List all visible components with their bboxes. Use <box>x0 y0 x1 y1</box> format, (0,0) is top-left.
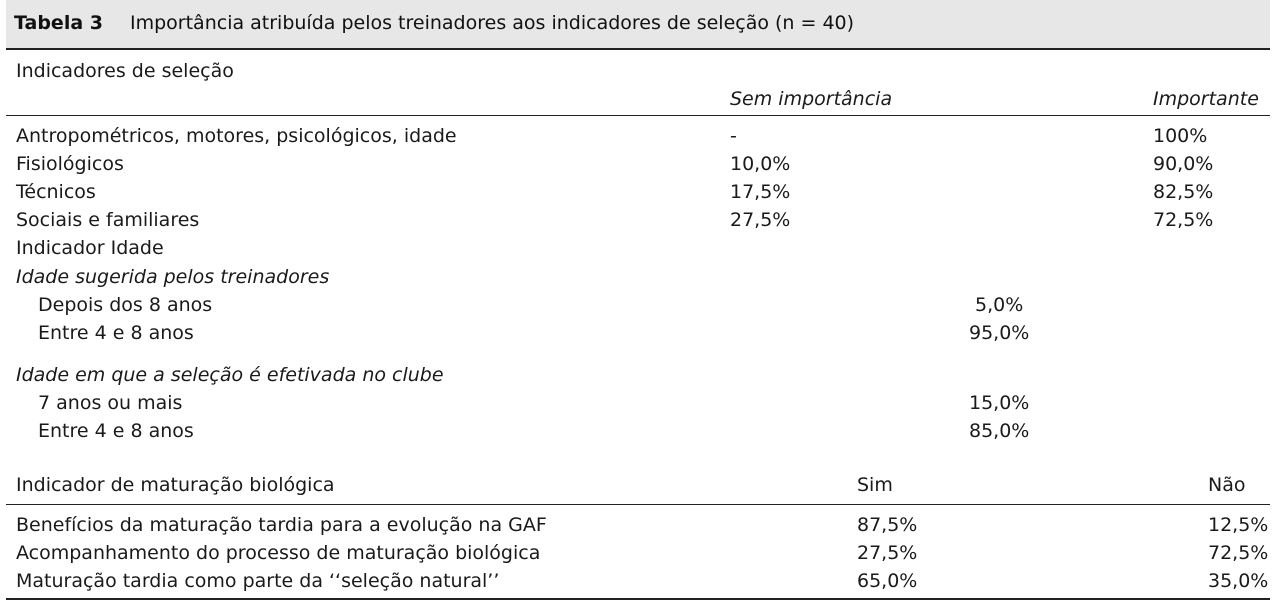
age-club-heading: Idade em que a seleção é efetivada no cl… <box>16 364 444 386</box>
selection-row-label: Fisiológicos <box>16 153 124 175</box>
selection-row-sem-importancia: 10,0% <box>730 153 791 175</box>
selection-row-importante: 72,5% <box>1153 209 1214 231</box>
selection-row-sem-importancia: - <box>730 125 737 147</box>
col-header-importante: Importante <box>1153 88 1259 110</box>
age-club-row-value: 15,0% <box>969 392 1030 414</box>
age-suggested-row-label: Entre 4 e 8 anos <box>38 322 194 344</box>
selection-header: Indicadores de seleção <box>16 60 234 82</box>
age-club-row-value: 85,0% <box>969 420 1030 442</box>
age-suggested-row-value: 95,0% <box>969 322 1030 344</box>
maturation-row-label: Benefícios da maturação tardia para a ev… <box>16 514 547 536</box>
age-club-row-label: Entre 4 e 8 anos <box>38 420 194 442</box>
maturation-row-sim: 27,5% <box>857 542 918 564</box>
age-suggested-row-label: Depois dos 8 anos <box>38 294 213 316</box>
maturation-header: Indicador de maturação biológica <box>16 474 335 496</box>
age-club-row-label: 7 anos ou mais <box>38 392 183 414</box>
maturation-row-sim: 65,0% <box>857 570 918 592</box>
age-suggested-row-value: 5,0% <box>975 294 1024 316</box>
maturation-row-label: Acompanhamento do processo de maturação … <box>16 542 541 564</box>
maturation-row-nao: 12,5% <box>1208 514 1269 536</box>
selection-row-sem-importancia: 27,5% <box>730 209 791 231</box>
header-rule <box>6 115 1270 116</box>
col-header-sem-importancia: Sem importância <box>730 88 893 110</box>
maturation-rule <box>6 504 1270 505</box>
selection-row-label: Técnicos <box>16 181 96 203</box>
age-suggested-heading: Idade sugerida pelos treinadores <box>16 266 330 288</box>
col-header-sim: Sim <box>857 474 893 496</box>
age-header: Indicador Idade <box>16 237 164 259</box>
table-caption: Tabela 3 Importância atribuída pelos tre… <box>6 0 1270 50</box>
maturation-row-nao: 72,5% <box>1208 542 1269 564</box>
selection-row-label: Antropométricos, motores, psicológicos, … <box>16 125 457 147</box>
selection-row-importante: 82,5% <box>1153 181 1214 203</box>
selection-row-label: Sociais e familiares <box>16 209 200 231</box>
maturation-row-label: Maturação tardia como parte da ‘‘seleção… <box>16 570 500 592</box>
table-label: Tabela 3 <box>14 12 103 34</box>
col-header-nao: Não <box>1208 474 1246 496</box>
table-title: Importância atribuída pelos treinadores … <box>130 12 855 34</box>
selection-row-importante: 90,0% <box>1153 153 1214 175</box>
selection-row-sem-importancia: 17,5% <box>730 181 791 203</box>
maturation-row-sim: 87,5% <box>857 514 918 536</box>
selection-row-importante: 100% <box>1153 125 1208 147</box>
bottom-rule <box>6 598 1270 600</box>
maturation-row-nao: 35,0% <box>1208 570 1269 592</box>
